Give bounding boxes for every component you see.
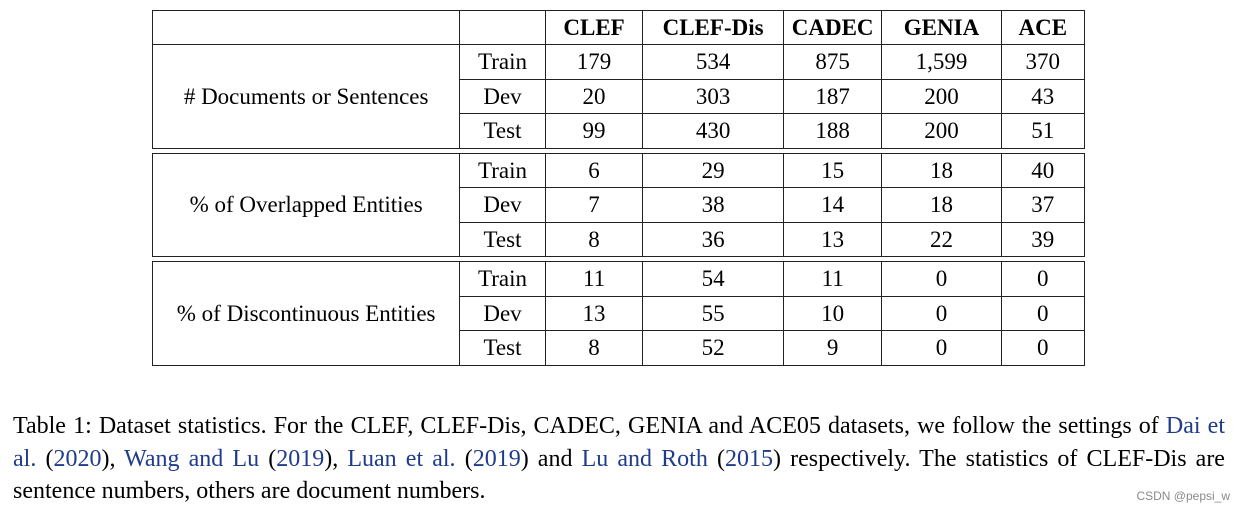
split-cell: Test — [459, 221, 546, 257]
table-row: Test 8 36 13 22 39 — [153, 221, 1086, 257]
value-cell-clef: 11 — [544, 261, 644, 297]
citation-year-link-wang[interactable]: 2019 — [276, 445, 325, 472]
split-cell: Train — [459, 152, 546, 188]
citation-year-link-dai[interactable]: 2020 — [53, 445, 102, 472]
caption-text: ), — [324, 445, 348, 472]
citation-link-luan[interactable]: Luan et al. — [347, 445, 456, 472]
value-cell-ace: 39 — [1000, 221, 1086, 257]
value-cell-clef: 8 — [544, 330, 644, 366]
group-label-cell: % of Overlapped Entities — [151, 152, 461, 257]
value-cell-genia: 1,599 — [881, 44, 1002, 80]
value-cell-cadec: 15 — [782, 152, 883, 188]
value-cell-clef: 99 — [544, 113, 644, 149]
value-cell-ace: 43 — [1000, 78, 1086, 114]
caption-text: ( — [707, 445, 725, 472]
caption-text: ), — [101, 445, 125, 472]
split-cell: Test — [459, 330, 546, 366]
value-cell-genia: 18 — [881, 187, 1002, 223]
dataset-statistics-table-wrapper: CLEF CLEF-Dis CADEC GENIA ACE # Document… — [151, 10, 1086, 366]
table-caption: Table 1: Dataset statistics. For the CLE… — [13, 410, 1225, 508]
caption-text: ) and — [520, 445, 582, 472]
value-cell-ace: 0 — [1000, 261, 1086, 297]
value-cell-genia: 200 — [881, 113, 1002, 149]
header-cell-clef: CLEF — [544, 10, 644, 45]
dataset-statistics-table: CLEF CLEF-Dis CADEC GENIA ACE # Document… — [151, 10, 1086, 366]
watermark: CSDN @pepsi_w — [1136, 489, 1230, 503]
value-cell-clef-dis: 52 — [642, 330, 784, 366]
value-cell-cadec: 14 — [782, 187, 883, 223]
table-row: # Documents or Sentences Train 179 534 875 1,… — [151, 44, 1086, 149]
value-cell-cadec: 10 — [782, 295, 883, 331]
caption-text: ( — [455, 445, 473, 472]
value-cell-ace: 51 — [1000, 113, 1086, 149]
value-cell-cadec: 11 — [782, 261, 883, 297]
value-cell-cadec: 188 — [782, 113, 883, 149]
value-cell-ace: 40 — [1000, 152, 1086, 188]
header-cell-clef-dis: CLEF-Dis — [642, 10, 784, 45]
citation-year-link-luan[interactable]: 2019 — [472, 445, 521, 472]
value-cell-genia: 22 — [881, 221, 1002, 257]
split-cell: Test — [459, 113, 546, 149]
value-cell-clef-dis: 55 — [642, 295, 784, 331]
value-cell-cadec: 875 — [782, 44, 883, 80]
value-cell-clef-dis: 29 — [642, 152, 784, 188]
split-cell: Train — [459, 261, 546, 297]
value-cell-clef-dis: 430 — [642, 113, 784, 149]
split-cell: Train — [459, 44, 546, 80]
citation-link-dai[interactable]: Dai et al. — [13, 413, 1225, 472]
table-header-row: CLEF CLEF-Dis CADEC GENIA ACE — [151, 10, 1086, 45]
table-row: Dev 20 303 187 200 43 — [153, 78, 1086, 114]
citation-link-wang[interactable]: Wang and Lu — [124, 445, 260, 472]
header-cell-cadec: CADEC — [782, 10, 883, 45]
value-cell-clef: 8 — [544, 221, 644, 257]
citation-year-link-lu-roth[interactable]: 2015 — [724, 445, 773, 472]
value-cell-clef-dis: 36 — [642, 221, 784, 257]
table-row: Test 8 52 9 0 0 — [153, 330, 1086, 366]
table-body: # Documents or Sentences Train 179 534 875 1,… — [151, 44, 1086, 366]
split-cell: Dev — [459, 187, 546, 223]
header-cell-split — [459, 10, 546, 45]
value-cell-genia: 0 — [881, 295, 1002, 331]
split-cell: Dev — [459, 295, 546, 331]
value-cell-genia: 200 — [881, 78, 1002, 114]
caption-text: ( — [259, 445, 277, 472]
value-cell-genia: 0 — [881, 261, 1002, 297]
value-cell-clef: 20 — [544, 78, 644, 114]
value-cell-cadec: 9 — [782, 330, 883, 366]
value-cell-clef-dis: 54 — [642, 261, 784, 297]
value-cell-ace: 37 — [1000, 187, 1086, 223]
value-cell-clef-dis: 534 — [642, 44, 784, 80]
value-cell-genia: 0 — [881, 330, 1002, 366]
value-cell-ace: 370 — [1000, 44, 1086, 80]
header-cell-genia: GENIA — [881, 10, 1002, 45]
split-cell: Dev — [459, 78, 546, 114]
citation-link-lu-roth[interactable]: Lu and Roth — [581, 445, 708, 472]
group-label-cell: # Documents or Sentences — [151, 44, 461, 149]
value-cell-cadec: 13 — [782, 221, 883, 257]
value-cell-ace: 0 — [1000, 295, 1086, 331]
value-cell-clef: 13 — [544, 295, 644, 331]
value-cell-clef-dis: 303 — [642, 78, 784, 114]
header-cell-ace: ACE — [1000, 10, 1086, 45]
table-row: % of Overlapped Entities Train 6 29 15 18 40 — [151, 152, 1086, 257]
group-label-cell: % of Discontinuous Entities — [151, 261, 461, 366]
caption-text: ) respectively. The statistics of CLEF-D… — [13, 445, 1225, 505]
value-cell-genia: 18 — [881, 152, 1002, 188]
header-cell-blank — [151, 10, 461, 45]
table-row: % of Discontinuous Entities Train 11 54 11 0 0 — [151, 261, 1086, 366]
value-cell-clef-dis: 38 — [642, 187, 784, 223]
table-row: Dev 13 55 10 0 0 — [153, 295, 1086, 331]
value-cell-ace: 0 — [1000, 330, 1086, 366]
value-cell-clef: 7 — [544, 187, 644, 223]
value-cell-cadec: 187 — [782, 78, 883, 114]
caption-text: ( — [36, 445, 54, 472]
caption-text: Table 1: Dataset statistics. For the CLE… — [13, 413, 1166, 439]
table-row: Test 99 430 188 200 51 — [153, 113, 1086, 149]
value-cell-clef: 6 — [544, 152, 644, 188]
value-cell-clef: 179 — [544, 44, 644, 80]
